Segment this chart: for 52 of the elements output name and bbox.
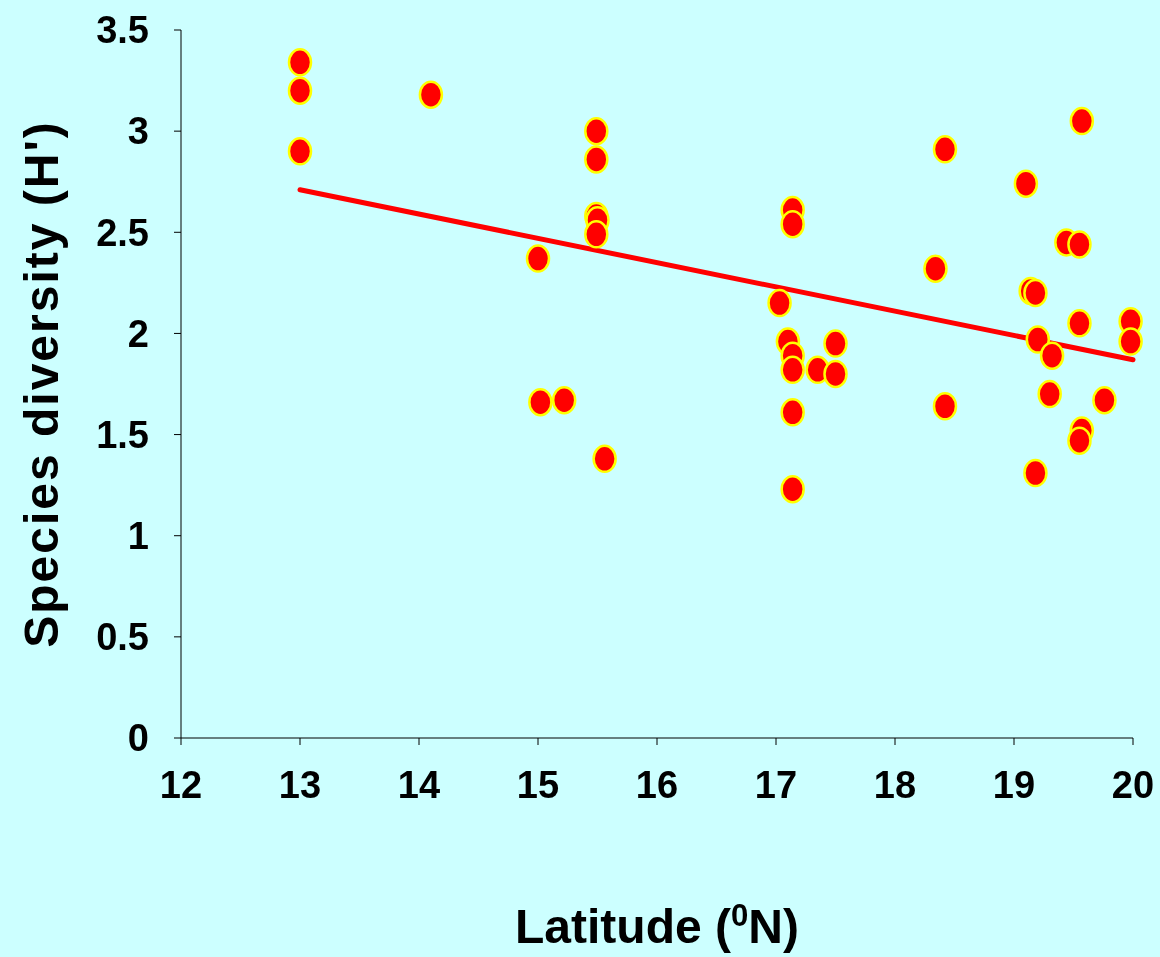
point <box>528 387 553 417</box>
x-tick-label: 16 <box>635 764 679 806</box>
x-axis-title: Latitude ($^{0}$N) <box>515 897 799 953</box>
point <box>780 355 805 385</box>
y-tick-label: 2.5 <box>96 211 149 254</box>
point <box>923 254 948 283</box>
y-tick-label: 2 <box>127 312 149 355</box>
point <box>932 392 958 421</box>
point <box>1023 458 1048 488</box>
point <box>287 76 313 105</box>
y-tick-label: 3 <box>127 110 149 153</box>
x-tick-label: 14 <box>397 764 441 806</box>
point <box>1025 325 1051 354</box>
point <box>1067 230 1092 259</box>
y-tick-label: 0 <box>127 717 149 760</box>
point <box>1023 278 1048 308</box>
point <box>823 329 848 358</box>
point <box>1039 341 1065 370</box>
point <box>1067 309 1092 338</box>
point <box>418 80 444 109</box>
x-tick-label: 18 <box>873 764 917 806</box>
y-tick-label: 1 <box>127 515 149 558</box>
point <box>592 444 617 474</box>
x-tick-label: 15 <box>516 764 560 806</box>
point <box>584 220 609 249</box>
point <box>932 135 958 164</box>
y-tick-label: 0.5 <box>96 616 149 659</box>
point <box>1037 379 1062 409</box>
y-tick-label: 3.5 <box>96 9 149 52</box>
point <box>525 244 551 273</box>
point <box>780 474 805 504</box>
x-tick-label: 17 <box>754 764 798 806</box>
point <box>780 398 805 427</box>
y-axis-title: Species diversity (H') <box>15 120 68 648</box>
point <box>1118 327 1143 356</box>
x-tick-label: 13 <box>278 764 322 806</box>
point <box>823 359 848 389</box>
point <box>1069 106 1095 136</box>
x-tick-label: 12 <box>159 764 203 806</box>
point <box>551 385 577 415</box>
x-tick-label: 20 <box>1111 764 1155 806</box>
point <box>1067 426 1092 455</box>
point <box>1092 385 1117 415</box>
point <box>287 48 313 77</box>
y-tick-label: 1.5 <box>96 413 149 456</box>
point <box>1013 169 1039 198</box>
point <box>780 209 805 239</box>
point <box>584 145 609 174</box>
point <box>584 116 609 146</box>
point <box>287 137 313 166</box>
point <box>767 288 792 318</box>
x-tick-label: 19 <box>992 764 1036 806</box>
